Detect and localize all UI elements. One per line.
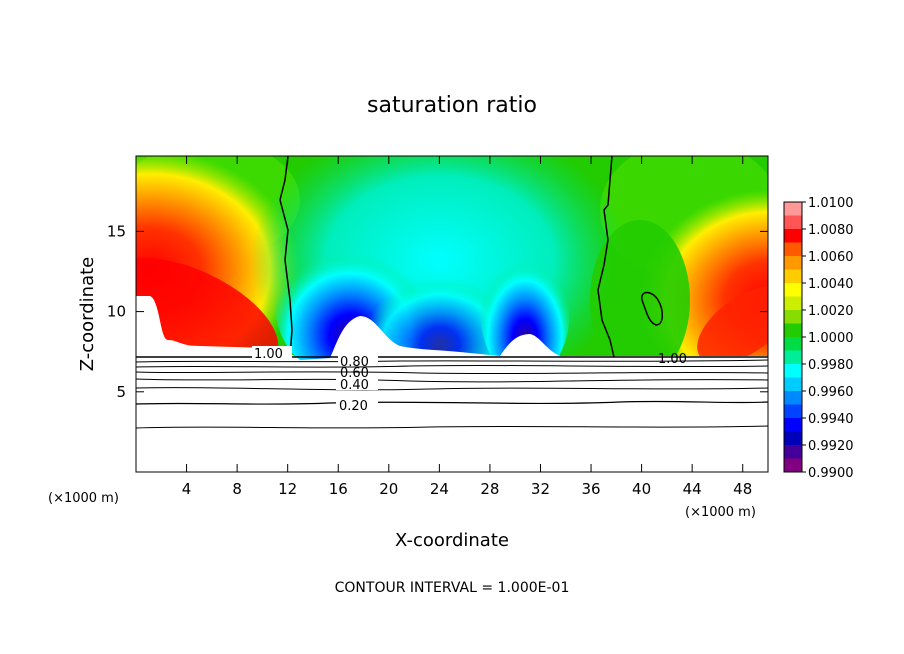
colorbar-label: 1.0000 — [808, 331, 854, 346]
contour-line-5 — [135, 359, 769, 363]
x-tick-label: 4 — [182, 480, 192, 498]
contour-line-9 — [135, 387, 769, 391]
colorbar-swatch — [784, 323, 802, 338]
colorbar-swatch — [784, 229, 802, 243]
colorbar-label: 0.9960 — [808, 385, 854, 400]
y-tick-label: 5 — [116, 383, 126, 401]
x-tick-label: 28 — [480, 480, 499, 498]
colorbar-swatch — [784, 296, 802, 311]
x-tick-label: 44 — [683, 480, 702, 498]
contour-labels: 1.00 0.80 0.60 0.40 0.20 1.00 — [252, 346, 687, 414]
contour-line-10 — [135, 400, 769, 405]
colorbar-label: 1.0020 — [808, 304, 854, 319]
contour-line-8 — [135, 378, 769, 383]
colorbar-swatch — [784, 418, 802, 432]
colorbar-swatch — [784, 391, 802, 405]
colorbar-swatch — [784, 256, 802, 270]
colorbar-swatch — [784, 215, 802, 230]
colorbar: 1.0100 1.0080 1.0060 1.0040 1.0020 1.0000 0.99… — [783, 196, 854, 481]
colorbar-swatch — [784, 458, 802, 473]
x-tick-label: 20 — [379, 480, 398, 498]
x-tick-label: 12 — [278, 480, 297, 498]
colorbar-label: 0.9920 — [808, 439, 854, 454]
contour-line-2 — [597, 155, 615, 358]
contour-label-5: 0.20 — [339, 399, 368, 414]
contour-label-bg-1 — [252, 346, 292, 359]
colorbar-label: 1.0060 — [808, 250, 854, 265]
contour-line-1 — [279, 155, 293, 358]
contour-label-6: 1.00 — [658, 352, 687, 367]
x-tick-label: 24 — [430, 480, 449, 498]
field-warm-region-left-core — [136, 257, 279, 373]
contour-label-bg-4 — [336, 378, 378, 390]
colorbar-swatch — [784, 283, 802, 297]
contour-label-4: 0.40 — [340, 378, 369, 393]
x-tick-label: 16 — [329, 480, 348, 498]
colorbar-swatch — [784, 269, 802, 284]
colorbar-label: 0.9940 — [808, 412, 854, 427]
colorbar-swatch — [784, 364, 802, 378]
y-axis-label: Z-coordinate — [77, 257, 98, 372]
contour-label-1: 1.00 — [254, 347, 283, 362]
colorbar-swatch — [784, 445, 802, 459]
colorbar-label: 0.9980 — [808, 358, 854, 373]
field-warm-region-right-core — [697, 285, 768, 365]
colorbar-swatch — [784, 202, 802, 216]
x-tick-label: 40 — [632, 480, 651, 498]
contour-line-7 — [135, 371, 769, 375]
contour-line-3 — [641, 291, 663, 326]
contour-label-bg-2 — [338, 356, 378, 366]
colorbar-swatch — [784, 337, 802, 351]
contour-label-3: 0.60 — [340, 366, 369, 381]
y-axis-ticks: 5 10 15 — [107, 222, 768, 401]
y-tick-label: 15 — [107, 222, 126, 240]
x-tick-label: 8 — [232, 480, 242, 498]
x-tick-label: 32 — [531, 480, 550, 498]
x-tick-label: 48 — [733, 480, 752, 498]
contour-label-2: 0.80 — [340, 355, 369, 370]
contour-line-6 — [135, 364, 769, 368]
x-axis-label: X-coordinate — [395, 530, 509, 551]
colorbar-swatch — [784, 242, 802, 257]
colorbar-swatch — [784, 350, 802, 365]
plot-area — [136, 156, 768, 472]
x-axis-ticks: 4 8 12 16 20 24 28 32 36 40 44 48 — [182, 156, 752, 498]
field-green-region-right — [590, 220, 690, 380]
colorbar-swatch — [784, 404, 802, 419]
x-tick-label: 36 — [581, 480, 600, 498]
colorbar-label: 1.0100 — [808, 196, 854, 211]
field-blue-region-right — [480, 240, 570, 380]
colorbar-label: 0.9900 — [808, 466, 854, 481]
y-tick-label: 10 — [107, 303, 126, 321]
colorbar-label: 1.0040 — [808, 277, 854, 292]
x-unit-label: (×1000 m) — [685, 505, 756, 520]
contour-line-11 — [135, 425, 769, 429]
contour-lines — [135, 155, 769, 429]
y-unit-label: (×1000 m) — [48, 491, 119, 506]
colorbar-swatch — [784, 431, 802, 446]
contour-interval-note: CONTOUR INTERVAL = 1.000E-01 — [335, 580, 570, 596]
colorbar-swatch — [784, 377, 802, 392]
plot-frame — [135, 155, 769, 473]
colorbar-swatch — [784, 310, 802, 324]
chart-title: saturation ratio — [367, 93, 537, 118]
colorbar-label: 1.0080 — [808, 223, 854, 238]
contour-label-bg-5 — [336, 398, 378, 411]
